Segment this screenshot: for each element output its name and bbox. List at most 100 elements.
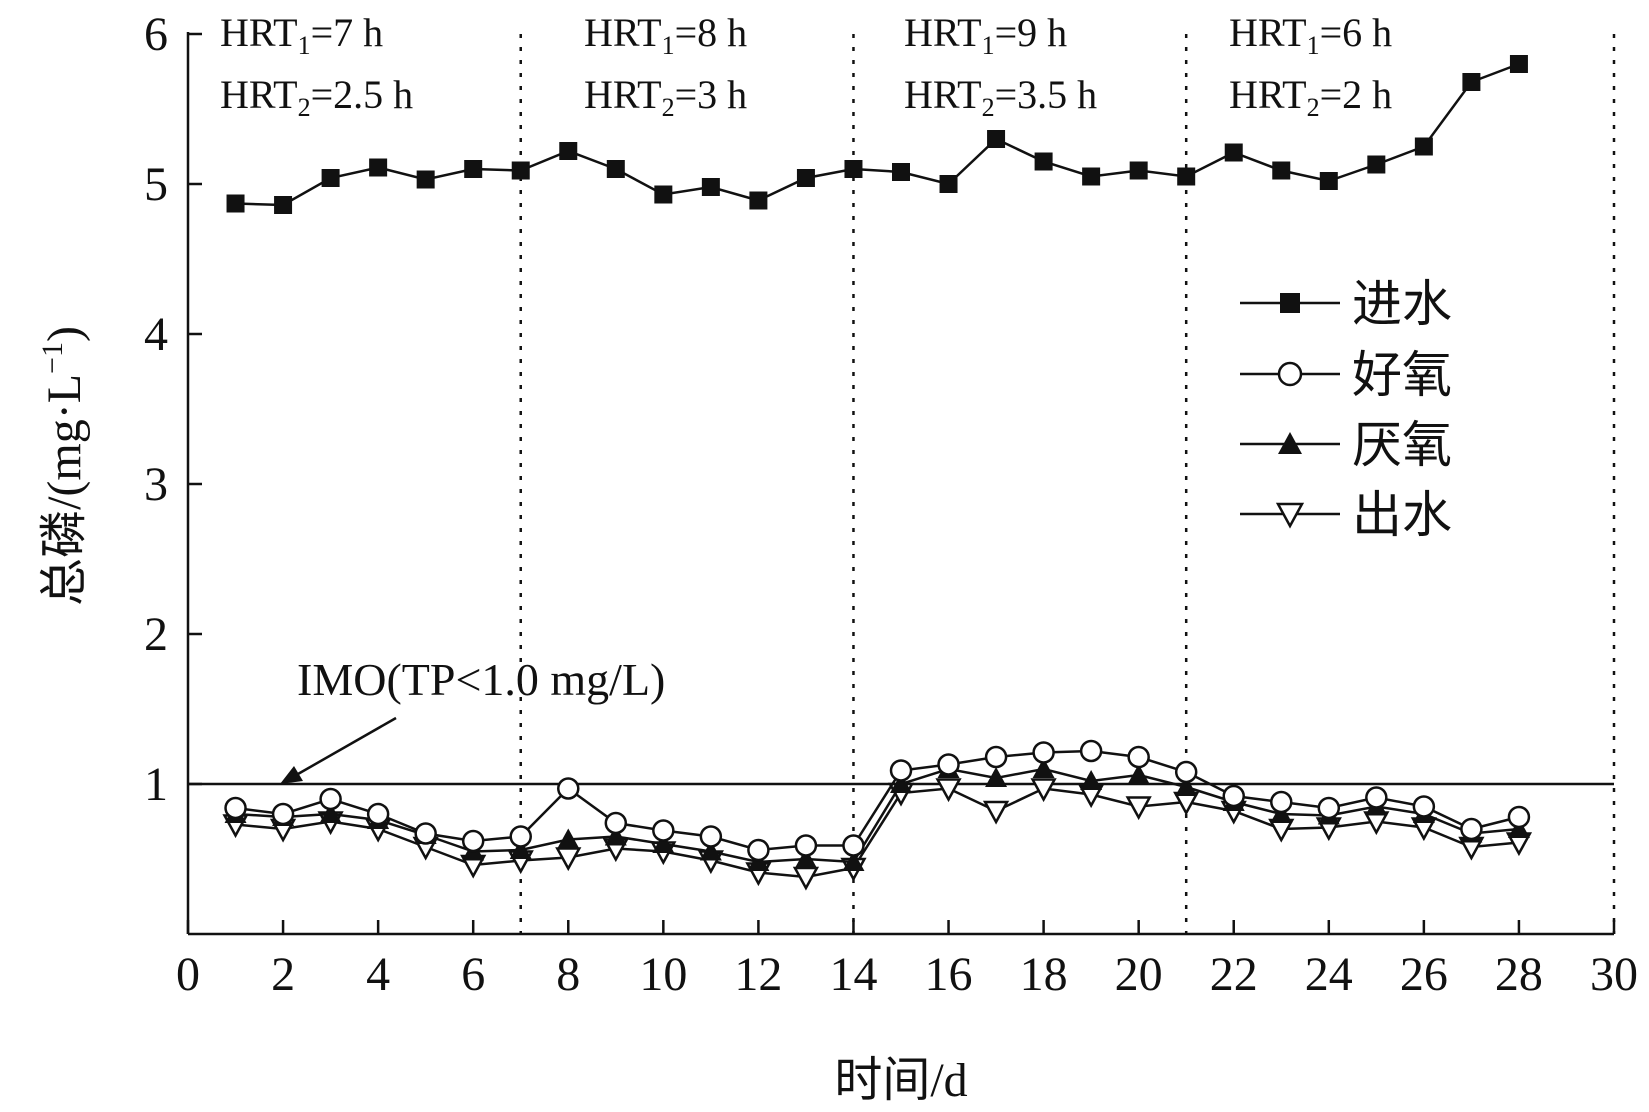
data-point (557, 777, 580, 800)
plot-series (222, 55, 1533, 891)
data-point (1127, 745, 1150, 769)
hrt-value: =2 h (1320, 72, 1393, 117)
y-axis-title: 总磷/(mg·L−1) (36, 326, 91, 606)
hrt-value: =8 h (675, 10, 748, 55)
x-tick-label: 26 (1400, 948, 1448, 1001)
hrt-prefix: HRT (584, 72, 662, 117)
data-point (557, 828, 580, 849)
data-point (699, 840, 722, 861)
imo-arrow-head (280, 766, 303, 784)
hrt-subscript: 1 (662, 31, 675, 60)
data-point (1127, 764, 1150, 784)
data-point (461, 829, 485, 853)
data-point (559, 142, 578, 160)
data-point (1082, 167, 1101, 186)
hrt-label: HRT2=2 h (1229, 72, 1392, 122)
hrt-subscript: 2 (662, 93, 675, 122)
data-point (224, 796, 247, 820)
series-2 (224, 739, 1531, 862)
hrt-prefix: HRT (220, 10, 298, 55)
hrt-prefix: HRT (1229, 72, 1307, 117)
x-tick-label: 6 (461, 948, 485, 1001)
data-point (1175, 776, 1198, 796)
x-tick-label: 28 (1495, 948, 1543, 1001)
data-point (985, 767, 1008, 787)
series-line (235, 767, 1520, 864)
x-tick-label: 0 (176, 948, 200, 1001)
y-tick-label: 3 (144, 458, 168, 511)
data-point (1079, 739, 1103, 763)
data-point (1125, 796, 1152, 821)
hrt-value: =3.5 h (995, 72, 1098, 117)
hrt-prefix: HRT (904, 72, 982, 117)
data-point (1277, 361, 1303, 387)
hrt-subscript: 2 (1307, 93, 1320, 122)
y-tick-label: 1 (144, 758, 168, 811)
hrt-subscript: 2 (982, 93, 995, 122)
y-ticks: 1 2 3 4 5 6 (144, 8, 202, 811)
data-point (987, 130, 1006, 148)
data-point (1462, 73, 1481, 91)
hrt-subscript: 1 (1307, 31, 1320, 60)
hrt-value: =6 h (1320, 10, 1393, 55)
data-point (937, 753, 960, 776)
hrt-label: HRT2=2.5 h (220, 72, 413, 122)
x-tick-label: 8 (556, 948, 580, 1001)
data-point (604, 825, 627, 846)
data-point (747, 838, 770, 862)
data-point (844, 160, 863, 178)
legend-label: 好氧 (1352, 347, 1452, 403)
y-tick-label: 5 (144, 158, 168, 211)
data-point (1507, 805, 1531, 829)
data-point (606, 160, 625, 178)
hrt-prefix: HRT (1229, 10, 1307, 55)
data-point (1224, 143, 1243, 162)
data-point (1032, 758, 1055, 778)
data-point (889, 759, 913, 782)
data-point (1460, 817, 1483, 841)
data-point (271, 802, 295, 826)
data-point (699, 825, 723, 848)
legend-label: 进水 (1352, 276, 1452, 332)
data-point (1365, 786, 1388, 809)
data-point (1272, 161, 1291, 180)
data-point (1129, 161, 1148, 180)
hrt-label: HRT1=7 h (220, 10, 383, 60)
legend-item: 出水 (1240, 487, 1452, 543)
data-point (1080, 770, 1103, 790)
x-tick-label: 10 (639, 948, 687, 1001)
data-point (1317, 796, 1341, 820)
data-point (604, 811, 628, 835)
x-ticks: 0 2 4 6 8 10 12 14 16 18 20 22 24 26 28 30 (176, 920, 1638, 1001)
x-tick-label: 14 (829, 948, 877, 1001)
hrt-value: =3 h (675, 72, 748, 117)
data-point (935, 778, 962, 803)
data-point (509, 825, 532, 848)
hrt-subscript: 1 (982, 31, 995, 60)
data-point (319, 803, 342, 823)
x-tick-label: 12 (734, 948, 782, 1001)
data-point (414, 822, 437, 845)
data-point (842, 851, 865, 871)
x-axis-title: 时间/d (834, 1054, 967, 1107)
data-point (321, 169, 340, 187)
hrt-prefix: HRT (220, 72, 298, 117)
data-point (1275, 502, 1305, 529)
hrt-label: HRT1=6 h (1229, 10, 1392, 60)
data-point (1177, 167, 1196, 186)
data-point (890, 773, 912, 793)
hrt-label: HRT1=8 h (584, 10, 747, 60)
data-point (796, 169, 815, 187)
y-axis-title-superscript: −1 (36, 342, 69, 374)
hrt-value: =7 h (311, 10, 384, 55)
series-line (235, 787, 1520, 879)
legend-item: 厌氧 (1240, 417, 1452, 473)
data-point (792, 866, 820, 891)
y-tick-label: 6 (144, 8, 168, 61)
data-point (701, 178, 720, 196)
data-point (1414, 137, 1433, 156)
hrt-label: HRT1=9 h (904, 10, 1067, 60)
data-point (319, 787, 342, 811)
data-point (1034, 152, 1053, 171)
legend-item: 进水 (1240, 276, 1452, 332)
